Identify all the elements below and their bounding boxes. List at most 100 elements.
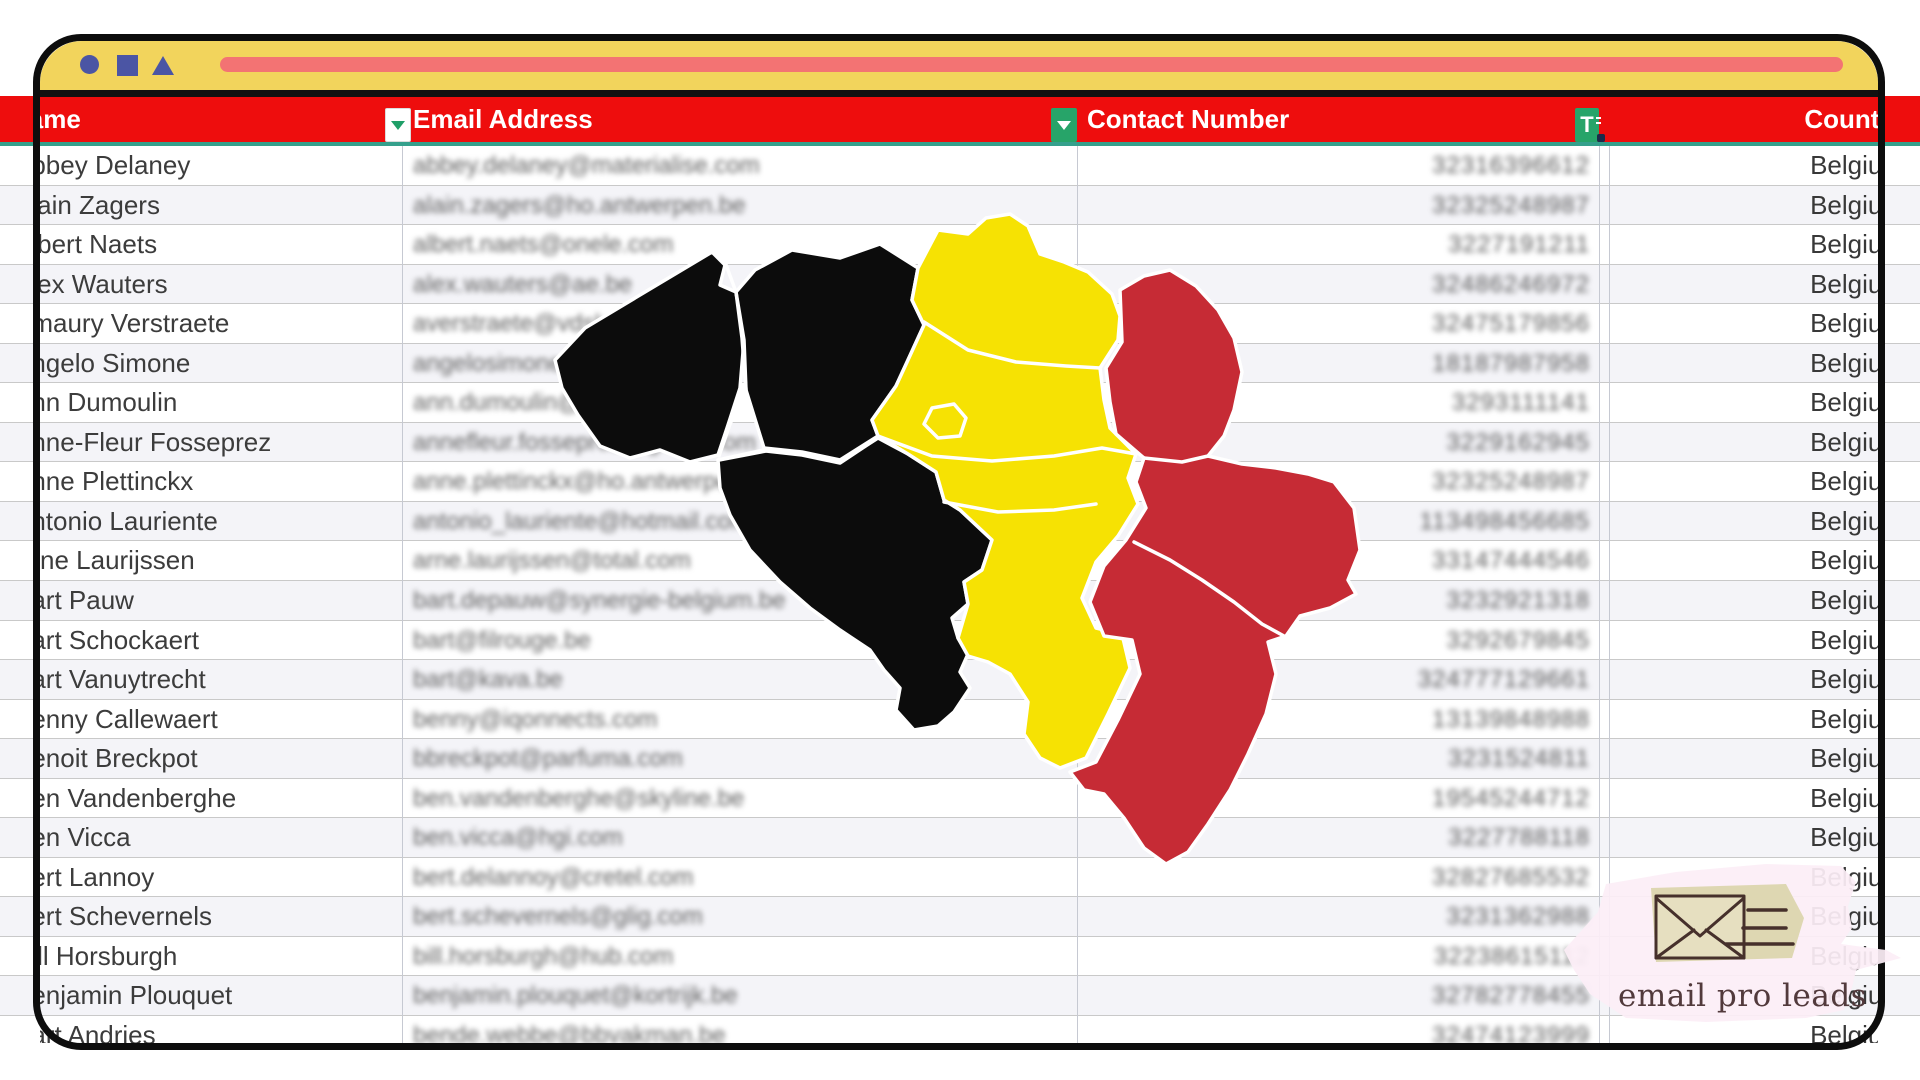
- email-cell: abbey.delaney@materialise.com: [413, 152, 760, 179]
- contact-number-cell: 32827685532: [1432, 863, 1590, 891]
- contact-number-cell: 32475179856: [1432, 310, 1590, 338]
- contact-number-cell: 113498456685: [1419, 507, 1590, 535]
- provinces-yellow-center: [870, 212, 1140, 770]
- table-row: Bart Andries bende.webbe@bbvakman.be 324…: [0, 1016, 1920, 1043]
- email-cell: alain.zagers@ho.antwerpen.be: [413, 191, 746, 219]
- logo-text: email pro leads: [1618, 978, 1867, 1014]
- email-cell: bart.depauw@synergie-belgium.be: [413, 587, 786, 615]
- table-header-underline: [0, 142, 1920, 146]
- gridline-contact-country-2: [1609, 146, 1610, 1043]
- name-cell: Abbey Delaney: [40, 150, 191, 180]
- column-header-country: Country: [1804, 104, 1878, 134]
- name-cell: Amaury Verstraete: [40, 308, 230, 339]
- contact-number-cell: 3231524811: [1448, 745, 1590, 773]
- name-cell: Anne-Fleur Fosseprez: [40, 426, 272, 457]
- email-cell: ben.vandenberghe@skyline.be: [413, 784, 745, 812]
- contact-number-cell: 32474123999: [1432, 1022, 1590, 1043]
- email-cell: bbreckpot@parfuma.com: [413, 745, 683, 773]
- email-cell: benny@iqonnects.com: [413, 705, 658, 733]
- column-header-email: Email Address: [413, 104, 593, 134]
- belgium-province-map: [553, 212, 1362, 866]
- name-cell: Alex Wauters: [40, 268, 168, 299]
- contact-number-cell: 32782778455: [1432, 982, 1590, 1010]
- window-control-circle-icon[interactable]: [80, 55, 99, 74]
- name-cell: Bart Vanuytrecht: [40, 664, 206, 695]
- name-cell: Benny Callewaert: [40, 703, 218, 734]
- province-west-flanders: [553, 250, 746, 464]
- flying-envelope-icon: [1651, 884, 1804, 962]
- contact-number-cell: 32316396612: [1432, 152, 1590, 179]
- name-cell: Bart Schockaert: [40, 624, 199, 655]
- brussels-enclave-outline: [922, 402, 968, 440]
- contact-number-cell: 3227788118: [1448, 824, 1590, 852]
- name-cell: Ben Vicca: [40, 822, 131, 853]
- table-row: Abbey Delaney abbey.delaney@materialise.…: [0, 146, 1920, 186]
- email-cell: bert.delannoy@cretel.com: [413, 863, 694, 891]
- name-cell: Benoit Breckpot: [40, 743, 198, 774]
- name-cell: Anne Plettinckx: [40, 466, 194, 497]
- contact-number-cell: 32325248987: [1432, 468, 1590, 496]
- table-row: Benoit Breckpot bbreckpot@parfuma.com 32…: [0, 739, 1920, 779]
- contact-number-cell: 324777129661: [1417, 666, 1590, 694]
- gridline-name-email: [402, 146, 403, 1043]
- table-row: Ben Vandenberghe ben.vandenberghe@skylin…: [0, 779, 1920, 819]
- email-cell: arne.laurijssen@total.com: [413, 547, 691, 575]
- email-cell: anne.plettinckx@ho.antwerpen.be: [413, 468, 777, 496]
- email-cell: alex.wauters@ae.be: [413, 270, 633, 298]
- contact-number-cell: 3227191211: [1448, 231, 1590, 259]
- titlebar-accent-line: [220, 57, 1843, 72]
- contact-number-cell: 3293111141: [1451, 389, 1590, 417]
- name-cell: Antonio Lauriente: [40, 505, 218, 536]
- contact-text-filter-icon[interactable]: T: [1575, 108, 1602, 142]
- contact-number-cell: 3231362988: [1446, 903, 1590, 931]
- email-cell: benjamin.plouquet@kortrijk.be: [413, 982, 738, 1010]
- table-row: Ben Vicca ben.vicca@hgi.com 3227788118 B…: [0, 818, 1920, 858]
- name-cell: Arne Laurijssen: [40, 545, 195, 576]
- name-cell: Bart Andries: [40, 1020, 156, 1043]
- email-cell: bert.schevernels@glig.com: [413, 903, 703, 931]
- name-cell: Bart Pauw: [40, 585, 134, 616]
- name-cell: Alain Zagers: [40, 189, 160, 220]
- window-control-square-icon[interactable]: [117, 55, 138, 76]
- titlebar-separator: [40, 90, 1878, 97]
- name-cell: Benjamin Plouquet: [40, 980, 233, 1011]
- contact-number-cell: 32238615112: [1433, 942, 1590, 970]
- name-cell: Ben Vandenberghe: [40, 782, 237, 813]
- table-row: Benny Callewaert benny@iqonnects.com 131…: [0, 700, 1920, 740]
- contact-number-cell: 32325248987: [1432, 191, 1590, 219]
- email-cell: bende.webbe@bbvakman.be: [413, 1022, 726, 1043]
- chevron-down-icon: [1057, 120, 1071, 130]
- name-cell: Angelo Simone: [40, 347, 191, 378]
- filter-corner-marker: [1597, 134, 1605, 142]
- name-filter-dropdown-icon[interactable]: [385, 108, 411, 142]
- window-control-triangle-icon[interactable]: [152, 56, 174, 75]
- chevron-down-icon: [391, 120, 405, 130]
- contact-number-cell: 33147444546: [1432, 547, 1590, 575]
- contact-number-cell: 18187987958: [1432, 349, 1590, 377]
- name-cell: Bert Lannoy: [40, 861, 155, 892]
- email-pro-leads-logo: email pro leads: [1564, 864, 1901, 1022]
- email-filter-dropdown-icon[interactable]: [1051, 108, 1077, 142]
- name-cell: Bert Schevernels: [40, 901, 212, 932]
- contact-number-cell: 3229162945: [1446, 428, 1590, 456]
- email-cell: bill.horsburgh@hub.com: [413, 942, 674, 970]
- contact-number-cell: 13139848988: [1432, 705, 1590, 733]
- column-header-name: Name: [40, 104, 81, 134]
- column-header-contact-number: Contact Number: [1087, 104, 1290, 134]
